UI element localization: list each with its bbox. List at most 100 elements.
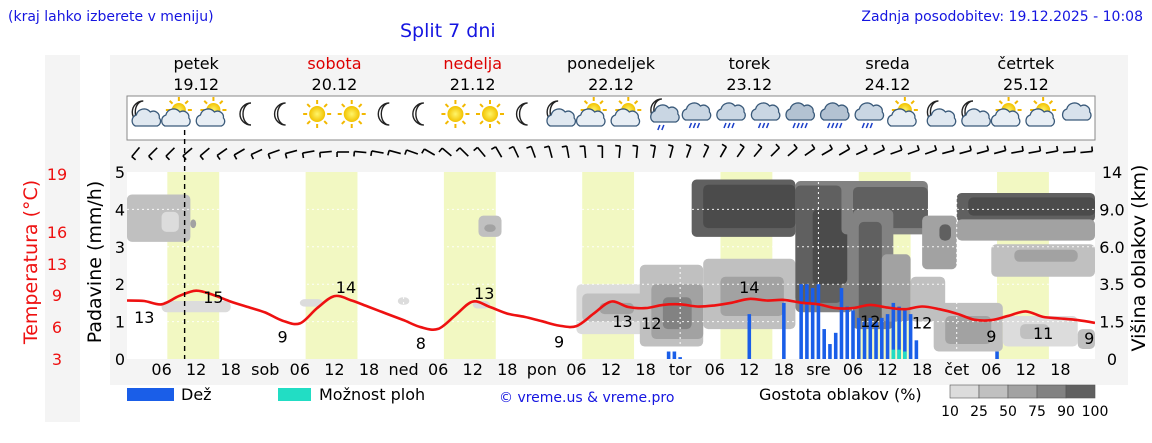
temperature-label: 11 bbox=[1033, 324, 1053, 343]
sun-cloud-icon bbox=[887, 97, 918, 127]
last-updated: Zadnja posodobitev: 19.12.2025 - 10:08 bbox=[861, 9, 1143, 25]
cloud-height-tick: 1.5 bbox=[1099, 313, 1124, 332]
wind-shaft bbox=[319, 150, 332, 154]
rain-drop bbox=[869, 122, 873, 129]
cloud-patch bbox=[881, 254, 911, 322]
wind-feather bbox=[986, 145, 990, 151]
rain-drop bbox=[804, 122, 808, 129]
wind-barb bbox=[148, 147, 158, 161]
day-date: 20.12 bbox=[312, 75, 358, 94]
day-abbr-tick: sre bbox=[806, 360, 830, 379]
day-date: 22.12 bbox=[588, 75, 634, 94]
wind-barb bbox=[404, 149, 419, 155]
precip-tick: 0 bbox=[115, 350, 125, 369]
wind-feather bbox=[1003, 145, 1007, 151]
shower-bar bbox=[891, 349, 896, 359]
moon-shape bbox=[515, 102, 528, 126]
cloud-patch bbox=[127, 194, 191, 242]
cloud-patch bbox=[190, 219, 197, 229]
rain-bar bbox=[868, 317, 873, 359]
sun-ray bbox=[203, 100, 208, 105]
sun-icon bbox=[337, 100, 366, 128]
wind-feather bbox=[650, 144, 656, 147]
temperature-label: 9 bbox=[1084, 329, 1094, 348]
precip-tick: 5 bbox=[115, 163, 125, 182]
cloud-legend-level: 25 bbox=[970, 404, 988, 420]
hour-tick: 06 bbox=[151, 360, 171, 379]
wind-barb bbox=[615, 144, 621, 159]
legend-rain-label: Dež bbox=[181, 385, 212, 404]
rain-bar bbox=[862, 321, 867, 359]
rain-bar bbox=[885, 314, 890, 359]
region-hint[interactable]: (kraj lahko izberete v meniju) bbox=[8, 9, 214, 25]
cloud-shape bbox=[131, 108, 162, 127]
sun-ray bbox=[323, 120, 328, 125]
wind-barb bbox=[1011, 145, 1024, 154]
cloud-shape bbox=[716, 102, 746, 121]
shower-bar bbox=[903, 351, 907, 359]
day-date: 21.12 bbox=[450, 75, 496, 94]
wind-shaft bbox=[685, 146, 692, 158]
wind-barb bbox=[855, 144, 868, 156]
moon-cloud-icon bbox=[961, 100, 991, 127]
daylight-band bbox=[443, 172, 496, 359]
rain-drop bbox=[723, 122, 727, 129]
sun-cloud-icon bbox=[575, 97, 607, 127]
wind-barb bbox=[650, 144, 657, 159]
wind-shaft bbox=[388, 149, 401, 155]
day-name: sobota bbox=[307, 54, 361, 73]
day-abbr-tick: tor bbox=[669, 360, 692, 379]
wind-shaft bbox=[719, 146, 728, 158]
rain-drop bbox=[800, 122, 804, 129]
cloud-patch bbox=[703, 184, 796, 229]
cloud-shape bbox=[854, 102, 885, 121]
hour-tick: 12 bbox=[877, 360, 897, 379]
wind-shaft bbox=[635, 145, 639, 159]
cloud-legend-level: 50 bbox=[999, 404, 1017, 420]
credit-link[interactable]: © vreme.us & vreme.pro bbox=[499, 390, 674, 406]
cloud-legend-swatch bbox=[1036, 384, 1067, 399]
cloud-legend-swatch bbox=[1065, 384, 1096, 399]
wind-shaft bbox=[148, 147, 158, 157]
hour-tick: 18 bbox=[774, 360, 794, 379]
rain-bar bbox=[914, 340, 919, 359]
day-abbr-tick: čet bbox=[944, 360, 969, 379]
wind-shaft bbox=[736, 146, 745, 158]
wind-barb bbox=[267, 149, 280, 160]
day-name: petek bbox=[173, 54, 219, 73]
wind-feather bbox=[370, 150, 373, 157]
wind-feather bbox=[951, 145, 955, 151]
rain-bar bbox=[805, 284, 809, 359]
cloud-legend-title: Gostota oblakov (%) bbox=[759, 385, 922, 404]
wind-barb bbox=[1063, 146, 1076, 154]
wind-shaft bbox=[423, 148, 436, 156]
wind-barb bbox=[455, 147, 469, 157]
wind-feather bbox=[829, 144, 833, 150]
cloud-density bbox=[127, 179, 1095, 352]
cloud-shape bbox=[1025, 108, 1056, 127]
wind-barb bbox=[250, 148, 263, 160]
wind-shaft bbox=[770, 147, 781, 157]
day-name: četrtek bbox=[997, 54, 1055, 73]
cloud-patch bbox=[299, 299, 323, 307]
cloud-height-tick: 6.0 bbox=[1099, 238, 1124, 257]
wind-shaft bbox=[993, 149, 1006, 155]
temperature-label: 14 bbox=[739, 278, 759, 297]
cloud-shape bbox=[926, 108, 957, 127]
sun-ray bbox=[1048, 100, 1054, 105]
sun-icon bbox=[476, 100, 504, 128]
wind-shaft bbox=[1063, 150, 1076, 154]
sun-disc bbox=[343, 106, 360, 122]
cloud-shape bbox=[650, 104, 680, 123]
sun-ray bbox=[461, 103, 467, 108]
day-name: ponedeljek bbox=[567, 54, 656, 73]
cloud-shape bbox=[195, 108, 226, 127]
cloud-patch bbox=[720, 276, 784, 316]
cloud-shape bbox=[961, 108, 991, 127]
wind-shaft bbox=[873, 148, 885, 156]
wind-barb bbox=[165, 147, 176, 161]
wind-shaft bbox=[942, 149, 955, 155]
rain-drop bbox=[757, 122, 762, 129]
temperature-label: 13 bbox=[474, 284, 494, 303]
wind-feather bbox=[267, 153, 271, 160]
